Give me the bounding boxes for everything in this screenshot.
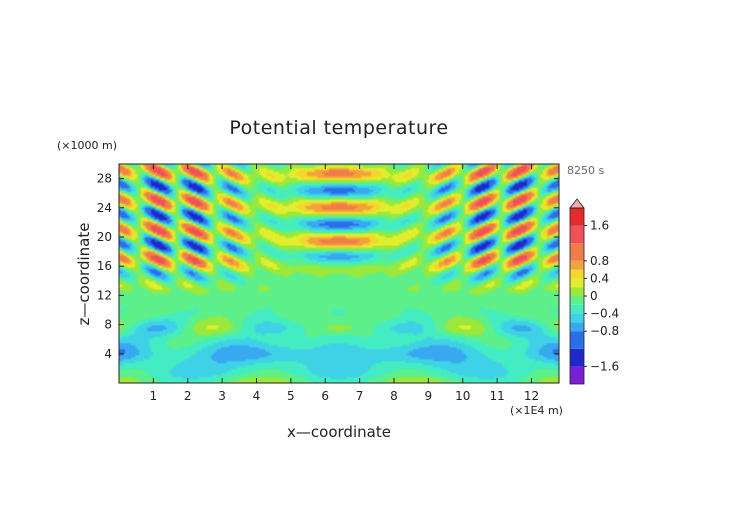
colorbar-tick-label: 0.8 <box>590 254 609 268</box>
y-tick-label: 28 <box>97 172 112 186</box>
colorbar-segment <box>570 243 584 261</box>
x-tick-label: 9 <box>425 389 433 403</box>
x-tick-label: 11 <box>489 389 504 403</box>
x-tick-label: 8 <box>390 389 398 403</box>
colorbar-tick-label: −0.4 <box>590 307 619 321</box>
heatmap-field <box>119 164 559 383</box>
x-axis-ticks: 1 2 3 4 5 6 7 8 9 10 11 12 <box>150 164 539 403</box>
y-axis-label: z—coordinate <box>75 223 93 326</box>
y-tick-label: 24 <box>97 201 112 215</box>
x-tick-label: 2 <box>184 389 192 403</box>
x-tick-label: 6 <box>321 389 329 403</box>
colorbar: 1.6 0.8 0.4 0 −0.4 −0.8 −1.6 <box>569 198 619 385</box>
x-tick-label: 1 <box>150 389 158 403</box>
colorbar-tick-label: −0.8 <box>590 324 619 338</box>
colorbar-segment <box>570 296 584 305</box>
x-tick-label: 10 <box>455 389 470 403</box>
x-tick-label: 5 <box>287 389 295 403</box>
chart-title: Potential temperature <box>229 117 448 139</box>
x-axis-label: x—coordinate <box>287 423 391 441</box>
heatmap-plot <box>118 163 560 384</box>
plot-frame <box>118 163 560 384</box>
colorbar-segment <box>570 331 584 349</box>
y-tick-label: 16 <box>97 259 112 273</box>
x-tick-label: 3 <box>218 389 226 403</box>
y-tick-label: 8 <box>104 318 112 332</box>
y-axis-ticks: 4 8 12 16 20 24 28 <box>97 172 559 361</box>
y-tick-label: 4 <box>104 347 112 361</box>
colorbar-tick-label: −1.6 <box>590 359 619 373</box>
colorbar-segment <box>570 287 584 296</box>
colorbar-segment <box>570 260 584 270</box>
y-tick-label: 20 <box>97 230 112 244</box>
x-axis-unit: (×1E4 m) <box>510 404 563 417</box>
colorbar-segment <box>570 366 584 384</box>
time-label: 8250 s <box>567 164 604 177</box>
colorbar-segment <box>570 313 584 323</box>
x-tick-label: 12 <box>524 389 539 403</box>
y-axis-unit: (×1000 m) <box>57 139 117 152</box>
x-tick-label: 7 <box>356 389 364 403</box>
colorbar-segment <box>570 278 584 288</box>
colorbar-segment <box>570 225 584 244</box>
colorbar-segment <box>570 322 584 332</box>
colorbar-segment <box>570 304 584 314</box>
colorbar-segment <box>570 269 584 279</box>
colorbar-tick-label: 0.4 <box>590 271 609 285</box>
x-tick-label: 4 <box>253 389 261 403</box>
y-tick-label: 12 <box>97 288 112 302</box>
colorbar-max-arrow <box>569 198 585 209</box>
colorbar-tick-label: 0 <box>590 289 598 303</box>
colorbar-segment <box>570 208 584 226</box>
colorbar-segment <box>570 348 584 367</box>
colorbar-tick-label: 1.6 <box>590 219 609 233</box>
